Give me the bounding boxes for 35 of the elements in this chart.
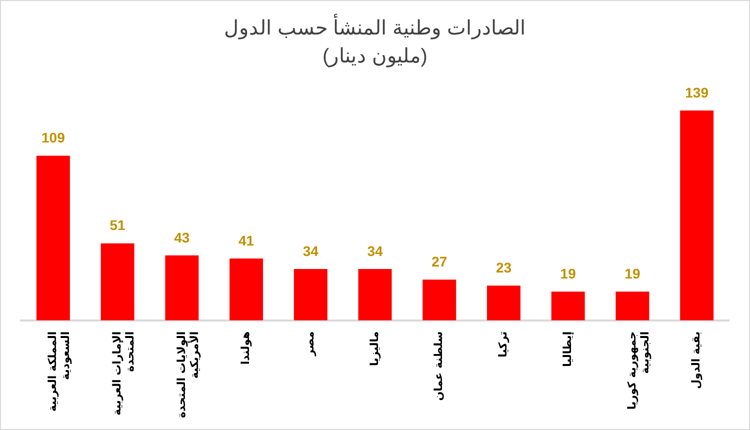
bar	[616, 292, 650, 320]
bar	[230, 258, 264, 320]
data-label: 139	[685, 84, 709, 100]
data-label: 43	[174, 229, 190, 246]
x-tick-label: المملكة العربية السعودية	[46, 331, 72, 412]
bar	[294, 269, 328, 320]
data-label: 34	[302, 242, 319, 259]
x-tick-label: جمهورية كوريا الجنوبية	[625, 331, 652, 410]
x-tick-label: الإمارات العربية المتحدة	[110, 331, 137, 416]
x-tick-label: بقية الدول	[690, 331, 703, 390]
bar	[680, 110, 714, 320]
data-label: 41	[238, 232, 254, 248]
bar	[358, 269, 392, 320]
x-tick-label: مصر	[303, 331, 316, 357]
bar	[422, 280, 456, 320]
chart-subtitle: (مليون دينار)	[322, 46, 428, 68]
x-tick-label: إيطاليا	[560, 331, 574, 367]
bar	[551, 292, 585, 320]
x-tick-label: ماليزيا	[368, 331, 381, 366]
bar	[100, 243, 134, 320]
bar	[36, 156, 70, 320]
data-label: 34	[367, 242, 383, 259]
data-label: 19	[560, 266, 576, 282]
x-tick-label: سلطنة عمان	[432, 331, 446, 401]
chart-title: الصادرات وطنية المنشأ حسب الدول	[224, 14, 526, 40]
x-tick-label: تركيا	[496, 331, 510, 358]
data-label: 27	[432, 253, 448, 270]
x-tick-label: هولندا	[239, 331, 252, 365]
bar	[165, 255, 199, 320]
data-label: 109	[42, 130, 66, 146]
x-tick-label: الولايات المتحدة الأمريكية	[174, 331, 201, 418]
data-label: 19	[624, 266, 640, 282]
data-label: 51	[110, 217, 126, 234]
data-label: 23	[496, 259, 512, 276]
bar	[486, 286, 520, 320]
